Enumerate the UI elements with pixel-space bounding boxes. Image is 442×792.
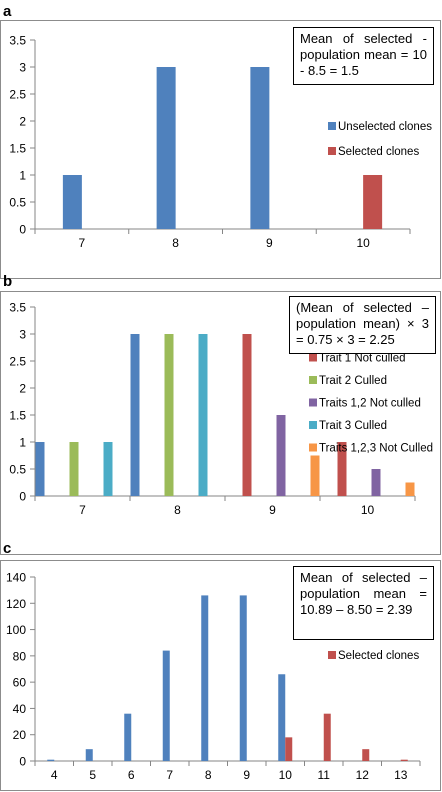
- annotation-b: (Mean of selected – population mean) × 3…: [289, 296, 436, 354]
- bar: [400, 759, 408, 761]
- y-tick-label: 100: [6, 623, 26, 637]
- y-tick-label: 0.5: [9, 196, 26, 210]
- legend-label: Selected clones: [338, 650, 419, 662]
- y-tick-label: 1.5: [9, 409, 26, 423]
- bar: [62, 175, 82, 229]
- y-tick-label: 1: [19, 436, 26, 450]
- y-tick-label: 2.5: [9, 88, 26, 102]
- x-tick-label: 8: [172, 236, 179, 250]
- x-tick-label: 7: [79, 236, 86, 250]
- x-tick-label: 6: [128, 768, 135, 782]
- annotation-a: Mean of selected - population mean = 10 …: [293, 27, 434, 85]
- y-tick-label: 140: [6, 571, 26, 585]
- panel-label-b: b: [3, 273, 13, 290]
- bar: [130, 334, 140, 496]
- bar: [362, 749, 370, 761]
- legend-swatch: [328, 147, 336, 155]
- x-tick-label: 4: [51, 768, 58, 782]
- y-tick-label: 60: [13, 676, 27, 690]
- y-tick-label: 20: [13, 728, 27, 742]
- x-tick-label: 10: [356, 236, 370, 250]
- x-tick-label: 5: [89, 768, 96, 782]
- y-tick-label: 2: [19, 382, 26, 396]
- legend-swatch: [309, 376, 317, 384]
- bar: [124, 713, 132, 761]
- bar: [323, 713, 331, 761]
- bar: [239, 595, 247, 761]
- y-tick-label: 3.5: [9, 34, 26, 48]
- x-tick-label: 8: [174, 503, 181, 517]
- bar: [242, 334, 252, 496]
- y-tick-label: 0.5: [9, 463, 26, 477]
- y-tick-label: 3.5: [9, 301, 26, 315]
- x-tick-label: 9: [243, 768, 250, 782]
- legend-label: Trait 1 Not culled: [319, 353, 406, 365]
- bar: [35, 442, 45, 496]
- y-tick-label: 2: [19, 115, 26, 129]
- y-tick-label: 1.5: [9, 142, 26, 156]
- y-tick-label: 3: [19, 328, 26, 342]
- y-tick-label: 80: [13, 649, 27, 663]
- x-tick-label: 12: [356, 768, 370, 782]
- annotation-c: Mean of selected – population mean = 10.…: [293, 566, 434, 640]
- legend-label: Unselected clones: [338, 121, 432, 133]
- panel-label-c: c: [3, 540, 12, 557]
- bar: [405, 482, 415, 496]
- panel-label-a: a: [3, 3, 12, 20]
- x-tick-label: 9: [269, 503, 276, 517]
- y-tick-label: 3: [19, 61, 26, 75]
- x-tick-label: 9: [266, 236, 273, 250]
- x-tick-label: 7: [166, 768, 173, 782]
- legend-swatch: [328, 651, 336, 659]
- legend-swatch: [309, 443, 317, 452]
- legend-label: Trait 2 Culled: [319, 375, 387, 387]
- legend-swatch: [328, 122, 336, 130]
- bar: [198, 334, 208, 496]
- bar: [278, 674, 286, 761]
- bar: [250, 67, 270, 229]
- bar: [69, 442, 79, 496]
- legend-swatch: [309, 398, 317, 407]
- legend-label: Traits 1,2,3 Not Culled: [319, 443, 433, 455]
- x-tick-label: 11: [318, 768, 331, 782]
- bar: [201, 595, 209, 761]
- legend-swatch: [309, 421, 317, 429]
- bar: [276, 415, 286, 496]
- y-tick-label: 0: [19, 490, 26, 504]
- bar: [310, 455, 320, 496]
- y-tick-label: 0: [19, 223, 26, 237]
- y-tick-label: 0: [19, 755, 26, 769]
- bar: [337, 442, 347, 496]
- bar: [47, 759, 55, 761]
- bar: [85, 749, 93, 761]
- y-tick-label: 40: [13, 702, 27, 716]
- legend-label: Selected clones: [338, 146, 419, 158]
- x-tick-label: 13: [394, 768, 408, 782]
- bar: [371, 469, 381, 496]
- bar: [164, 334, 174, 496]
- legend-label: Trait 3 Culled: [319, 420, 387, 432]
- legend-swatch: [309, 353, 317, 362]
- x-tick-label: 10: [361, 503, 375, 517]
- bar: [156, 67, 176, 229]
- y-tick-label: 120: [6, 597, 26, 611]
- y-tick-label: 1: [19, 169, 26, 183]
- y-tick-label: 2.5: [9, 355, 26, 369]
- bar: [103, 442, 113, 496]
- x-tick-label: 8: [205, 768, 212, 782]
- bar: [363, 175, 383, 229]
- x-tick-label: 10: [279, 768, 293, 782]
- bar: [162, 650, 170, 761]
- x-tick-label: 7: [79, 503, 86, 517]
- bar: [285, 737, 293, 761]
- legend-label: Traits 1,2 Not culled: [319, 398, 421, 410]
